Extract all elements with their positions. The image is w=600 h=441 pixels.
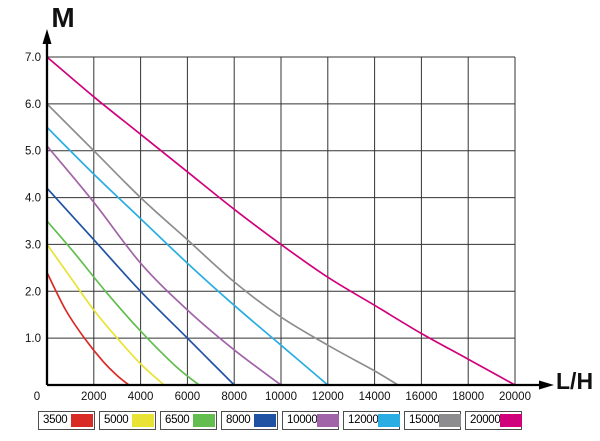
legend-item-label: 20000 bbox=[470, 413, 501, 426]
legend-swatch bbox=[378, 414, 401, 427]
legend-item-10000: 10000 bbox=[282, 411, 340, 430]
legend-item-20000: 20000 bbox=[465, 411, 523, 430]
curve-6500 bbox=[46, 220, 200, 386]
curve-8000 bbox=[46, 187, 236, 386]
y-tick-6.0: 6.0 bbox=[25, 99, 41, 111]
legend-item-5000: 5000 bbox=[99, 411, 156, 430]
x-tick-18000: 18000 bbox=[452, 391, 484, 403]
legend-item-6500: 6500 bbox=[160, 411, 217, 430]
legend: 3500 5000 6500 8000 10000 12000 15000 20000 bbox=[38, 411, 523, 430]
legend-swatch bbox=[439, 414, 462, 427]
gridlines bbox=[46, 56, 516, 385]
legend-item-label: 10000 bbox=[287, 413, 318, 426]
legend-item-label: 5000 bbox=[104, 413, 129, 426]
x-axis-label: L/H bbox=[556, 368, 594, 394]
curve-12000 bbox=[46, 126, 329, 386]
y-axis-label: M bbox=[51, 2, 75, 33]
x-tick-8000: 8000 bbox=[221, 391, 247, 403]
curve-5000 bbox=[46, 243, 165, 386]
legend-item-label: 15000 bbox=[409, 413, 440, 426]
curve-10000 bbox=[46, 145, 282, 386]
axes bbox=[42, 29, 554, 390]
legend-item-label: 12000 bbox=[348, 413, 379, 426]
legend-swatch bbox=[193, 414, 215, 427]
legend-item-label: 6500 bbox=[165, 413, 190, 426]
y-tick-1.0: 1.0 bbox=[25, 333, 41, 345]
legend-item-8000: 8000 bbox=[221, 411, 278, 430]
x-tick-2000: 2000 bbox=[81, 391, 107, 403]
pump-curves bbox=[46, 56, 516, 386]
x-tick-6000: 6000 bbox=[175, 391, 201, 403]
legend-item-3500: 3500 bbox=[38, 411, 95, 430]
curve-15000 bbox=[46, 103, 399, 386]
legend-item-label: 3500 bbox=[43, 413, 68, 426]
x-tick-16000: 16000 bbox=[405, 391, 437, 403]
y-tick-4.0: 4.0 bbox=[25, 193, 41, 205]
legend-item-12000: 12000 bbox=[343, 411, 401, 430]
legend-item-label: 8000 bbox=[226, 413, 251, 426]
x-tick-20000: 20000 bbox=[499, 391, 531, 403]
legend-swatch bbox=[71, 414, 93, 427]
y-axis-arrow-icon bbox=[42, 29, 52, 44]
x-tick-10000: 10000 bbox=[265, 391, 297, 403]
legend-swatch bbox=[132, 414, 154, 427]
x-axis-arrow-icon bbox=[539, 380, 554, 390]
x-tick-14000: 14000 bbox=[359, 391, 391, 403]
y-tick-5.0: 5.0 bbox=[25, 146, 41, 158]
x-tick-labels: 0 2000 4000 6000 8000 10000 12000 14000 16000 180… bbox=[34, 391, 531, 403]
y-tick-labels: 1.0 2.0 3.0 4.0 5.0 6.0 7.0 bbox=[25, 52, 41, 345]
curve-3500 bbox=[46, 271, 130, 386]
legend-swatch bbox=[254, 414, 276, 427]
x-tick-0: 0 bbox=[34, 391, 40, 403]
legend-item-15000: 15000 bbox=[404, 411, 462, 430]
y-tick-3.0: 3.0 bbox=[25, 239, 41, 251]
y-tick-2.0: 2.0 bbox=[25, 286, 41, 298]
x-tick-4000: 4000 bbox=[128, 391, 154, 403]
x-tick-12000: 12000 bbox=[312, 391, 344, 403]
y-tick-7.0: 7.0 bbox=[25, 52, 41, 64]
curve-20000 bbox=[46, 56, 516, 386]
legend-swatch bbox=[317, 414, 340, 427]
legend-swatch bbox=[500, 414, 523, 427]
